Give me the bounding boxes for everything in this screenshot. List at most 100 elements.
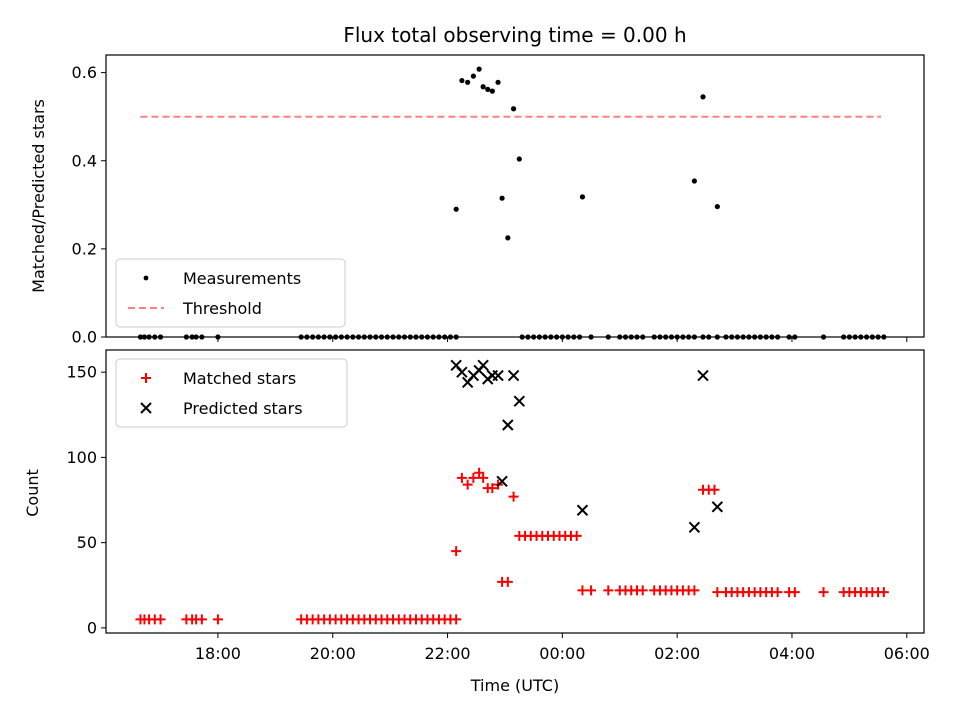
matched-stars-point <box>474 467 485 478</box>
predicted-stars-point <box>576 504 589 516</box>
measurement-point <box>453 206 459 212</box>
measurement-point <box>321 334 327 340</box>
measurement-point <box>723 334 729 340</box>
predicted-stars-point <box>456 366 468 378</box>
top-y-axis-label: Matched/Predicted stars <box>29 99 48 293</box>
measurement-point <box>792 334 798 340</box>
measurement-point <box>355 334 362 340</box>
matched-stars-point <box>571 530 582 541</box>
measurement-point <box>640 334 646 340</box>
matched-stars-point <box>637 585 648 596</box>
measurement-point <box>516 156 522 162</box>
measurement-point <box>436 334 442 340</box>
predicted-stars-point <box>513 395 526 407</box>
measurement-point <box>199 334 205 340</box>
bottom-y-tick-label: 50 <box>77 533 97 552</box>
x-tick-label: 18:00 <box>195 644 241 663</box>
measurement-point <box>820 334 827 340</box>
measurement-point <box>668 334 675 340</box>
measurement-point <box>617 334 623 340</box>
bottom-legend-symbol <box>141 373 151 383</box>
measurement-point <box>769 334 775 340</box>
measurement-point <box>361 334 367 340</box>
measurement-point <box>691 334 697 340</box>
matched-stars-point <box>468 472 479 483</box>
measurement-point <box>470 73 476 79</box>
measurement-point <box>519 334 525 340</box>
top-legend-symbol <box>143 275 149 281</box>
matched-stars-point <box>603 585 614 596</box>
top-plot-panel: 0.0 0.2 0.4 0.6 Measurements Threshold <box>72 54 925 347</box>
measurement-point <box>304 334 310 340</box>
top-y-tick-label: 0.2 <box>72 239 97 258</box>
measurement-point <box>548 334 554 340</box>
measurement-point <box>459 77 465 84</box>
measurement-point <box>499 195 505 201</box>
bottom-y-tick-label: 100 <box>66 448 97 467</box>
measurement-point <box>763 334 769 340</box>
measurement-point <box>841 334 847 340</box>
measurement-point <box>189 334 195 340</box>
measurement-point <box>344 334 350 340</box>
measurement-point <box>757 334 764 340</box>
measurement-point <box>350 334 356 340</box>
measurement-point <box>338 334 344 340</box>
bottom-legend-label: Matched stars <box>183 369 296 388</box>
bottom-y-tick-label: 150 <box>66 363 97 382</box>
measurement-point <box>680 334 686 340</box>
top-series-dot <box>137 66 887 340</box>
measurement-point <box>875 334 881 340</box>
measurement-point <box>373 334 379 340</box>
top-legend-box <box>115 258 346 328</box>
measurement-point <box>686 334 692 340</box>
measurement-point <box>714 203 720 210</box>
matched-stars-point <box>462 479 473 490</box>
x-tick-label: 06:00 <box>884 644 930 663</box>
measurement-point <box>531 334 537 340</box>
measurement-point <box>505 235 511 241</box>
measurement-point <box>485 86 491 92</box>
matched-stars-point <box>456 472 467 483</box>
matched-stars-point <box>155 614 166 625</box>
measurement-point <box>183 334 189 340</box>
measurement-point <box>476 66 482 72</box>
measurement-point <box>310 334 316 340</box>
measurement-point <box>424 334 431 340</box>
measurement-point <box>852 334 858 340</box>
measurement-point <box>863 334 870 340</box>
measurement-point <box>453 334 459 340</box>
measurement-point <box>141 334 148 340</box>
measurement-point <box>152 334 158 340</box>
measurement-point <box>510 106 517 112</box>
measurement-point <box>146 334 152 340</box>
measurement-point <box>489 88 495 94</box>
measurement-point <box>137 334 144 340</box>
matched-stars-point <box>196 614 207 625</box>
bottom-legend-box <box>115 358 348 428</box>
matched-stars-point <box>789 587 800 598</box>
measurement-point <box>622 334 629 340</box>
measurement-point <box>700 94 706 100</box>
predicted-stars-point <box>688 521 701 534</box>
matched-stars-point <box>772 587 783 598</box>
x-tick-label: 20:00 <box>310 644 356 663</box>
measurement-point <box>663 334 669 340</box>
measurement-point <box>215 334 221 340</box>
measurement-point <box>407 334 413 340</box>
x-tick-label: 02:00 <box>654 644 700 663</box>
measurement-point <box>554 334 560 340</box>
measurement-point <box>536 334 542 340</box>
bottom-series-x <box>450 359 724 534</box>
top-legend-label: Threshold <box>182 299 262 318</box>
measurement-point <box>634 334 640 340</box>
measurement-point <box>525 334 531 340</box>
measurement-point <box>480 84 486 90</box>
measurement-point <box>571 334 577 340</box>
measurement-point <box>390 334 396 340</box>
measurement-point <box>419 334 425 340</box>
x-tick-label: 00:00 <box>539 644 585 663</box>
top-y-tick-label: 0.6 <box>72 63 97 82</box>
top-y-tick-label: 0.4 <box>72 151 97 170</box>
measurement-point <box>413 334 419 340</box>
bottom-y-tick-label: 0 <box>87 618 97 637</box>
